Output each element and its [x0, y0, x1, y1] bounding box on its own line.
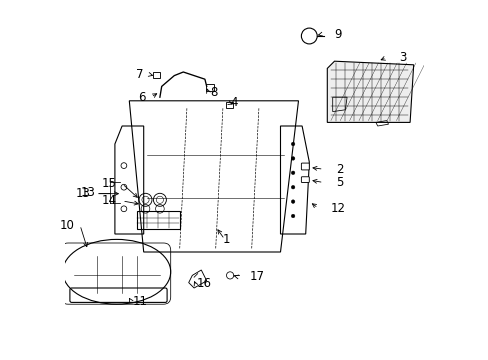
Circle shape — [291, 214, 294, 218]
Polygon shape — [326, 61, 413, 122]
Text: 10: 10 — [60, 219, 75, 231]
FancyBboxPatch shape — [153, 72, 160, 78]
Text: 6: 6 — [138, 91, 145, 104]
Text: 13: 13 — [80, 186, 95, 199]
Text: 1: 1 — [222, 233, 230, 246]
Circle shape — [291, 185, 294, 189]
Text: 16: 16 — [197, 277, 211, 290]
Text: 5: 5 — [336, 176, 343, 189]
Text: 9: 9 — [334, 28, 341, 41]
Text: 2: 2 — [336, 163, 343, 176]
FancyBboxPatch shape — [301, 177, 309, 183]
Circle shape — [291, 171, 294, 175]
FancyBboxPatch shape — [206, 84, 214, 91]
Text: 14: 14 — [102, 194, 117, 207]
Text: 4: 4 — [230, 96, 237, 109]
FancyBboxPatch shape — [301, 163, 309, 170]
Text: 3: 3 — [399, 51, 406, 64]
Text: 11: 11 — [133, 295, 147, 308]
Circle shape — [301, 28, 317, 44]
Text: 17: 17 — [249, 270, 264, 283]
Text: 15: 15 — [102, 177, 117, 190]
Circle shape — [291, 142, 294, 146]
Text: 13: 13 — [75, 187, 90, 200]
Circle shape — [291, 200, 294, 203]
Circle shape — [226, 272, 233, 279]
Text: 7: 7 — [136, 68, 143, 81]
Circle shape — [291, 157, 294, 160]
Text: 12: 12 — [330, 202, 345, 215]
FancyBboxPatch shape — [225, 102, 232, 108]
Text: 8: 8 — [210, 86, 217, 99]
